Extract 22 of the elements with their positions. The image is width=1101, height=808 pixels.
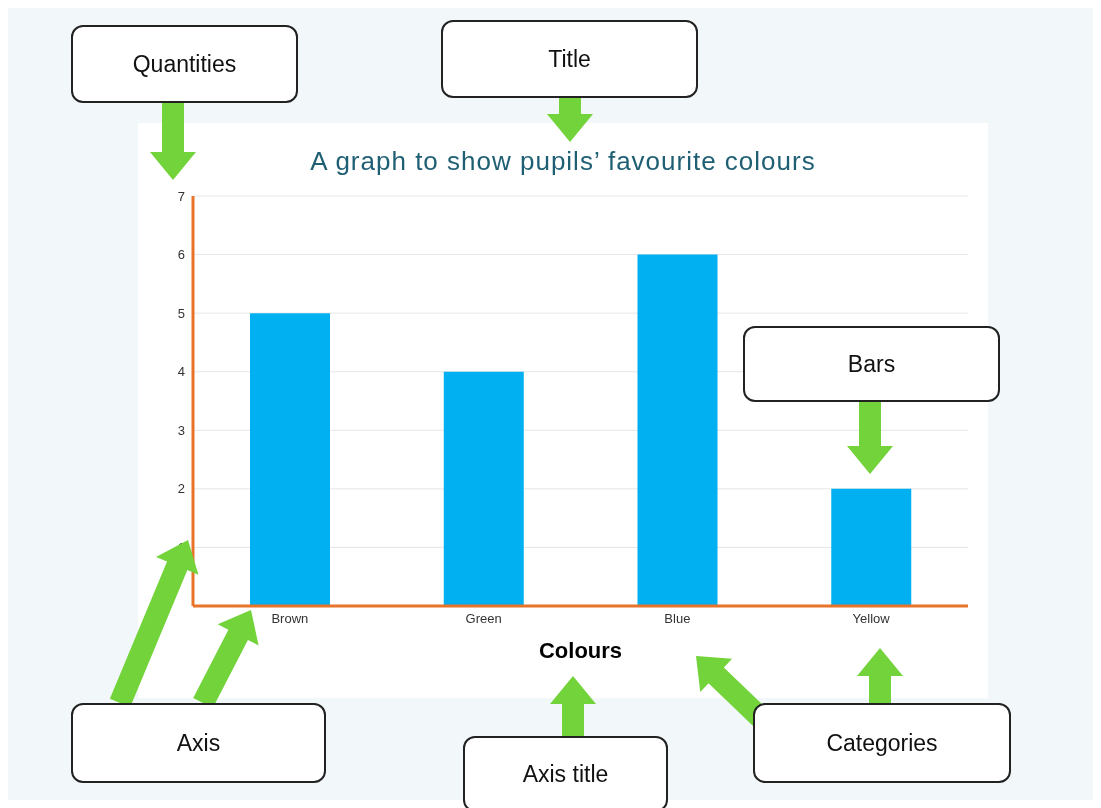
y-tick-label: 7: [177, 188, 185, 204]
callout-box: Quantities: [71, 25, 298, 103]
callout-box: Title: [441, 20, 698, 98]
y-tick-label: 3: [177, 422, 185, 438]
chart-title: A graph to show pupils’ favourite colours: [309, 146, 817, 177]
callout-box: Axis title: [463, 736, 668, 808]
x-axis-title: Colours: [538, 638, 623, 663]
callout-box: Categories: [753, 703, 1011, 783]
x-tick-label: Green: [465, 611, 502, 627]
bar: [637, 254, 718, 606]
callout-box: Bars: [743, 326, 1000, 402]
y-tick-label: 6: [177, 247, 185, 263]
x-tick-label: Yellow: [852, 611, 891, 627]
x-tick-label: Blue: [664, 611, 691, 627]
callout-box: Axis: [71, 703, 326, 783]
bar: [443, 371, 524, 606]
x-tick-label: Brown: [271, 611, 309, 627]
bar: [250, 313, 330, 606]
y-tick-label: 4: [177, 364, 185, 380]
bar: [831, 488, 912, 606]
y-tick-label: 5: [177, 305, 185, 321]
y-tick-label: 2: [177, 481, 185, 497]
